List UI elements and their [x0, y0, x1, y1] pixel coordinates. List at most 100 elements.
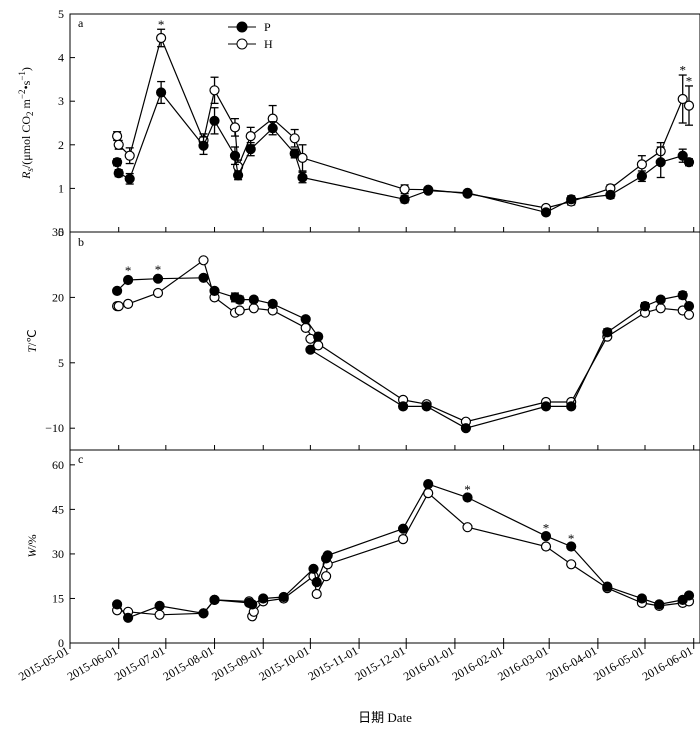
panel-a-series-P-point — [636, 171, 648, 182]
ylabel-c-rest: /% — [25, 534, 39, 547]
x-axis-tick-label: 2015-08-01 — [161, 643, 216, 683]
panel-a-series-H-point — [124, 150, 135, 161]
panel-b-series-P-point — [639, 301, 651, 312]
panel-a-series-H-point — [209, 85, 220, 96]
ylabel-b-main: T — [25, 345, 39, 353]
panel-c-series-H-point — [566, 559, 577, 570]
panel-a-series-H-point — [636, 159, 648, 170]
panel-a-series-H-point — [113, 139, 124, 150]
panel-c-series-P-point — [209, 594, 220, 606]
panel-c-ytick-label: 45 — [52, 502, 64, 516]
panel-b-significance-star: * — [155, 262, 162, 277]
panel-a-ytick-label: 2 — [58, 138, 64, 152]
panel-b-series-H-point — [234, 305, 245, 316]
panel-a-series-P-point — [605, 189, 616, 200]
panel-a-series-P-point — [245, 144, 256, 155]
panel-c-series-P-point — [311, 576, 322, 588]
x-axis-tick-label: 2015-11-01 — [305, 643, 360, 683]
panel-a-series-H-point — [289, 133, 300, 144]
panel-c-series-H-line — [117, 492, 690, 619]
x-axis-tick-label: 2015-07-01 — [112, 643, 167, 683]
ylabel-b-rest: /℃ — [25, 329, 39, 346]
panel-b-series-P-point — [677, 290, 688, 301]
panel-c-series-P-point — [566, 541, 577, 552]
ylabel-a-co2sub: 2 — [25, 111, 35, 116]
panel-a-ytick-label: 1 — [58, 181, 64, 195]
ylabel-c-main: W — [25, 547, 39, 558]
panel-c-series-P-point — [540, 530, 552, 542]
panel-a-series-P-point — [540, 207, 552, 218]
panel-a-ytick-label: 5 — [58, 7, 64, 21]
panel-a-series-H-point — [156, 32, 167, 44]
panel-a-ytick-label: 0 — [58, 225, 64, 239]
x-axis-tick-label: 2015-12-01 — [352, 643, 407, 683]
panel-c-significance-star: * — [543, 521, 550, 536]
panel-a-series-P-point — [683, 157, 695, 168]
panel-c-significance-star: * — [568, 531, 575, 546]
panel-c-letter: c — [78, 452, 83, 466]
panel-c-series-P-point — [398, 523, 409, 534]
x-axis-tick-label: 2015-09-01 — [209, 643, 264, 683]
panel-c-ytick-label: 0 — [58, 636, 64, 650]
legend-h-marker — [236, 38, 248, 50]
panel-b-series-P-point — [123, 274, 134, 286]
panel-c-significance-star: * — [464, 482, 471, 497]
panel-a-series-H-point — [399, 184, 410, 195]
panel-b-series-P-point — [305, 344, 316, 355]
x-axis-tick-label: 2016-01-01 — [401, 643, 456, 683]
ylabel-a: Rs/(μmol CO2 m−2•s−1) — [17, 67, 35, 180]
x-axis-tick-label: 2016-02-01 — [450, 643, 505, 683]
x-axis-tick-label: 2016-03-01 — [495, 643, 550, 683]
panel-c-series-H-point — [311, 588, 322, 600]
panel-c-series-P-point — [278, 591, 289, 603]
panel-b-series-P-point — [248, 294, 259, 305]
panel-a-series-P-point — [423, 185, 434, 196]
panel-c-ytick-label: 30 — [52, 547, 64, 561]
panel-a-series-P-point — [566, 194, 577, 205]
panel-c-series-H-point — [398, 533, 409, 545]
panel-b-series-H-point — [152, 287, 164, 299]
panel-c-series-P-point — [322, 550, 333, 561]
x-axis-title: 日期 Date — [358, 710, 412, 725]
panel-a-series-P-point — [655, 157, 666, 168]
legend-p-label: P — [264, 20, 271, 34]
panel-c-series-H-point — [154, 609, 165, 620]
panel-b-ytick-label: 35 — [52, 225, 64, 239]
panel-a-series-P-point — [113, 168, 124, 179]
panel-b-series-P-point — [313, 331, 324, 342]
panel-b-series-H-point — [300, 322, 311, 333]
panel-c-frame — [69, 449, 700, 644]
x-axis-tick-label: 2016-05-01 — [591, 643, 646, 683]
panel-c-series-P-line — [116, 483, 690, 619]
panel-c-series-P-point — [683, 590, 695, 601]
panel-b-series-P-point — [655, 294, 666, 305]
panel-b-series-P-point — [300, 314, 311, 325]
x-axis-tick-label: 2016-06-01 — [640, 643, 695, 683]
panel-a-series-H-point — [111, 131, 123, 142]
panel-b-series-H-point — [198, 255, 209, 266]
panel-a-series-P-point — [399, 194, 410, 205]
panel-b-series-P-line — [116, 277, 690, 429]
panel-c-series-P-point — [123, 612, 134, 623]
ylabel-a-exp1: −2 — [17, 90, 27, 100]
panel-a-series-H-point — [245, 131, 256, 142]
panel-c-series-H-point — [540, 541, 552, 552]
panel-a-ytick-label: 3 — [58, 94, 64, 108]
panel-a-series-P-point — [124, 173, 135, 184]
panel-a-series-P-point — [198, 140, 209, 151]
panel-a-significance-star: * — [679, 63, 686, 78]
panel-c-series-P-point — [602, 581, 613, 592]
panel-a-series-P-point — [677, 150, 688, 161]
ylabel-a-exp2: −1 — [17, 71, 27, 81]
panel-a-series-H-point — [677, 93, 688, 105]
panel-c-series-P-point — [198, 608, 209, 619]
x-axis-tick-label: 2016-04-01 — [544, 643, 599, 683]
panel-b-series-P-point — [198, 272, 209, 283]
panel-c-series-P-point — [308, 563, 319, 574]
panel-b-series-P-point — [421, 401, 432, 412]
panel-b-series-P-point — [152, 273, 164, 284]
panel-a-series-P-point — [111, 157, 123, 168]
panel-b-significance-star: * — [125, 263, 132, 278]
panel-b-series-H-point — [655, 303, 666, 314]
